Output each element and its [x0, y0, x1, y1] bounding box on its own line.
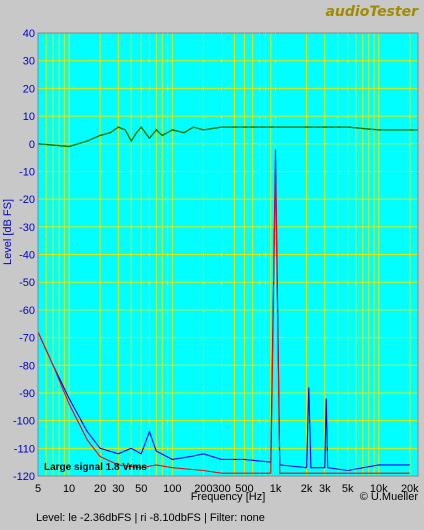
y-tick-label: -110 [14, 443, 35, 455]
y-tick-label: 10 [23, 111, 35, 123]
x-tick-label: 200 [194, 483, 212, 495]
series-line-1 [37, 149, 410, 472]
x-tick-label: 30 [112, 483, 124, 495]
x-tick-label: 5 [35, 483, 41, 495]
series-line-0 [37, 125, 418, 148]
chart-annotation: Large signal 1.8 Vrms [44, 462, 147, 473]
status-line: Level: le -2.36dbFS | ri -8.10dbFS | Fil… [36, 512, 265, 524]
series-line-2 [37, 165, 410, 474]
y-tick-labels: 40 30 20 10 0 -10 -20 -30 -40 -50 -60 -70 -80 -90 -100… [13, 28, 35, 483]
y-tick-label: -40 [19, 250, 35, 262]
y-tick-label: 0 [29, 139, 35, 151]
x-tick-label: 5k [342, 483, 354, 495]
x-tick-label: 50 [135, 483, 147, 495]
y-tick-label: -120 [13, 471, 35, 483]
y-axis-label: Level [dB FS] [2, 199, 14, 265]
plot-frame [37, 32, 419, 477]
x-tick-label: 20k [401, 483, 419, 495]
x-tick-label: 2k [301, 483, 313, 495]
y-tick-label: -80 [19, 360, 35, 372]
brand-logo: audioTester [325, 4, 418, 20]
y-tick-label: -90 [19, 388, 35, 400]
copyright-text: © U.Mueller [360, 491, 419, 503]
traces [37, 125, 418, 474]
x-tick-label: 10 [63, 483, 75, 495]
y-tick-label: -30 [19, 222, 35, 234]
x-tick-label: 1k [270, 483, 282, 495]
x-tick-label: 300 [212, 483, 230, 495]
x-tick-label: 100 [163, 483, 181, 495]
spectrum-chart: 403020100-10-20-30-40-50-60-70-80-90-100… [2, 28, 419, 503]
x-tick-label: 500 [235, 483, 253, 495]
y-tick-label: -70 [19, 333, 35, 345]
x-tick-label: 20 [94, 483, 106, 495]
y-tick-label: -20 [19, 194, 35, 206]
y-tick-label: -10 [19, 166, 35, 178]
x-tick-labels: 5 10 20 30 50 100 200 300 500 1k 2k 3k 5k 10k 20k [35, 483, 419, 495]
y-tick-label: 40 [23, 28, 35, 40]
x-axis-label: Frequency [Hz] [191, 491, 266, 503]
y-tick-label: -100 [13, 416, 35, 428]
y-tick-label: -50 [19, 277, 35, 289]
y-tick-label: 30 [23, 56, 35, 68]
y-tick-label: 20 [23, 83, 35, 95]
x-tick-label: 10k [370, 483, 388, 495]
x-tick-label: 3k [319, 483, 331, 495]
y-tick-label: -60 [19, 305, 35, 317]
